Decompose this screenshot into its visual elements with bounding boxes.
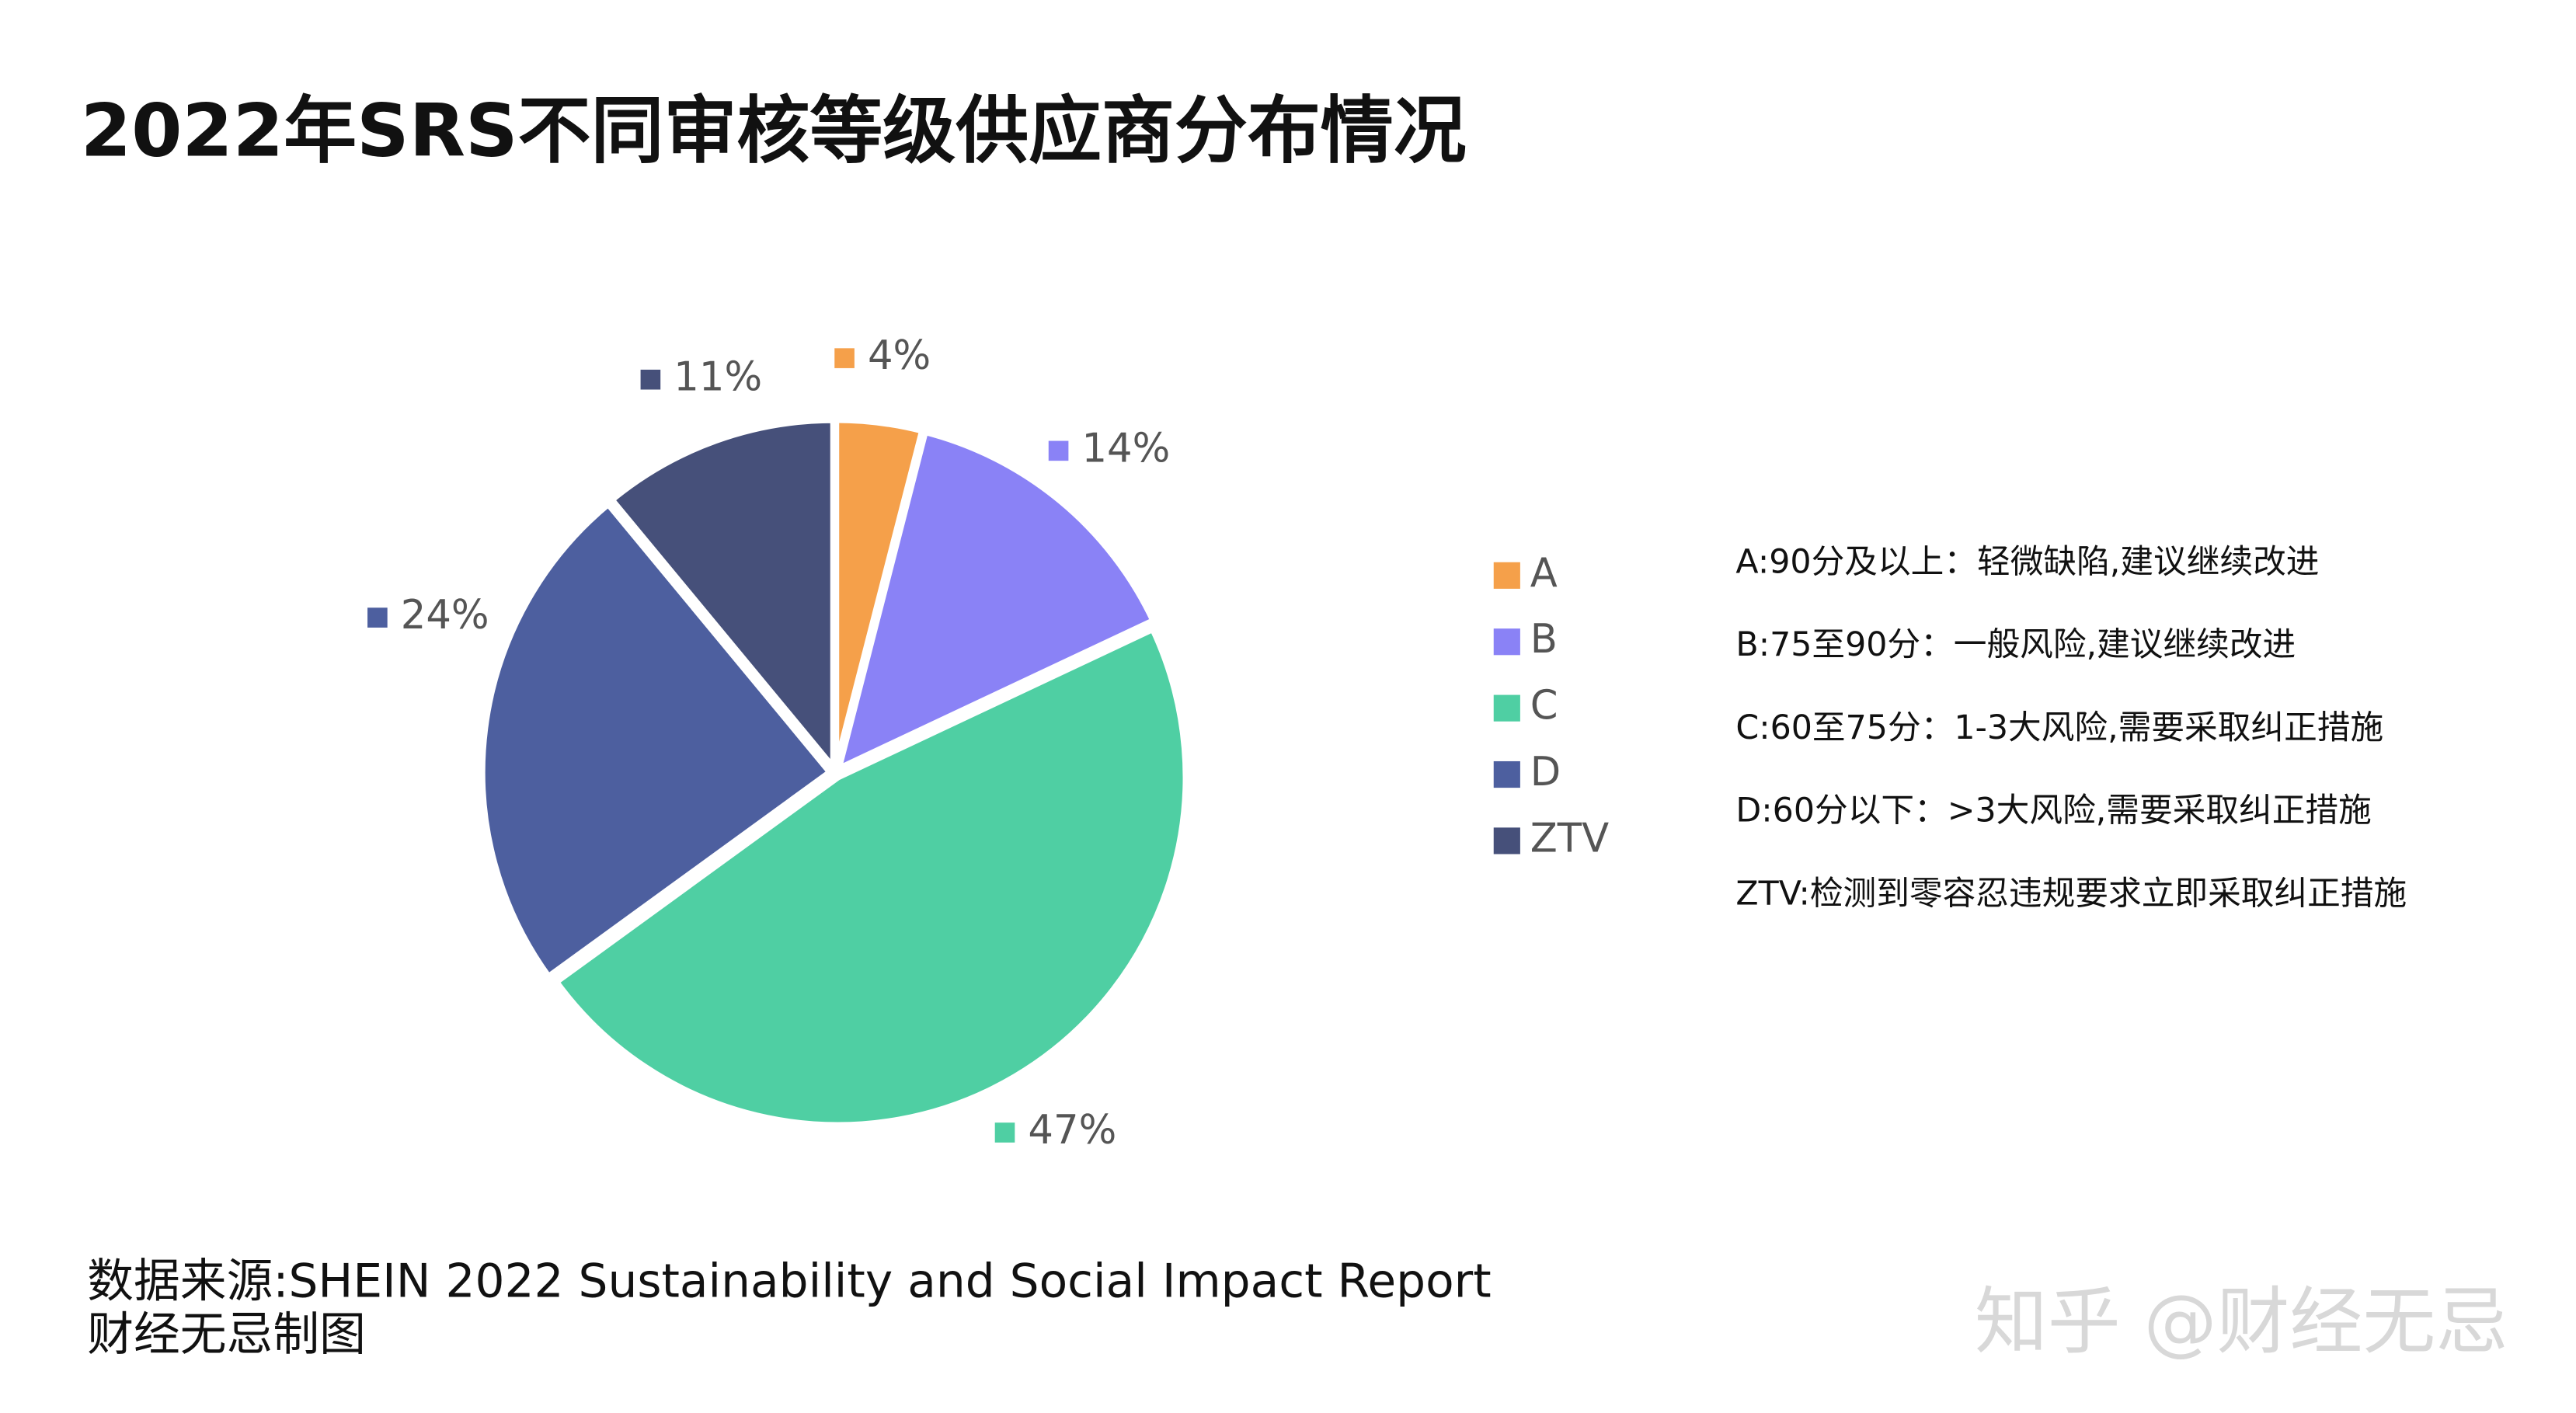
data-label: 14% <box>1081 425 1170 472</box>
data-label: 47% <box>1028 1107 1116 1154</box>
note: ZTV:检测到零容忍违规要求立即采取纠正措施 <box>1735 874 2407 913</box>
note: B:75至90分：一般风险,建议继续改进 <box>1735 625 2296 664</box>
pie-slice <box>833 427 1158 775</box>
data-label: 4% <box>868 332 931 379</box>
credit: 财经无忌制图 <box>87 1308 366 1362</box>
data-label: 11% <box>674 354 762 401</box>
legend-label: B <box>1530 616 1558 663</box>
note: C:60至75分：1-3大风险,需要采取纠正措施 <box>1735 708 2383 747</box>
legend-swatch <box>1493 760 1520 788</box>
label-marker <box>367 607 388 628</box>
pie-slice <box>607 416 837 778</box>
source: 数据来源:SHEIN 2022 Sustainability and Socia… <box>87 1255 1491 1309</box>
label-marker <box>834 348 855 368</box>
legend-swatch <box>1493 827 1520 854</box>
data-label: 24% <box>401 592 489 639</box>
legend-label: A <box>1530 550 1558 597</box>
legend-swatch <box>1493 562 1520 589</box>
chart-title: 2022年SRS不同审核等级供应商分布情况 <box>81 89 1467 174</box>
legend-label: C <box>1530 683 1558 729</box>
legend-swatch <box>1493 628 1520 656</box>
label-marker <box>640 369 661 390</box>
legend-label: ZTV <box>1530 815 1609 861</box>
legend-swatch <box>1493 694 1520 722</box>
label-marker <box>994 1122 1015 1143</box>
note: A:90分及以上：轻微缺陷,建议继续改进 <box>1735 542 2319 581</box>
note: D:60分以下：>3大风险,需要采取纠正措施 <box>1735 792 2371 830</box>
pie-slice <box>479 499 835 982</box>
legend-label: D <box>1530 749 1561 795</box>
label-marker <box>1048 440 1069 461</box>
pie-slice <box>551 624 1189 1129</box>
watermark: 知乎 @财经无忌 <box>1975 1280 2508 1365</box>
